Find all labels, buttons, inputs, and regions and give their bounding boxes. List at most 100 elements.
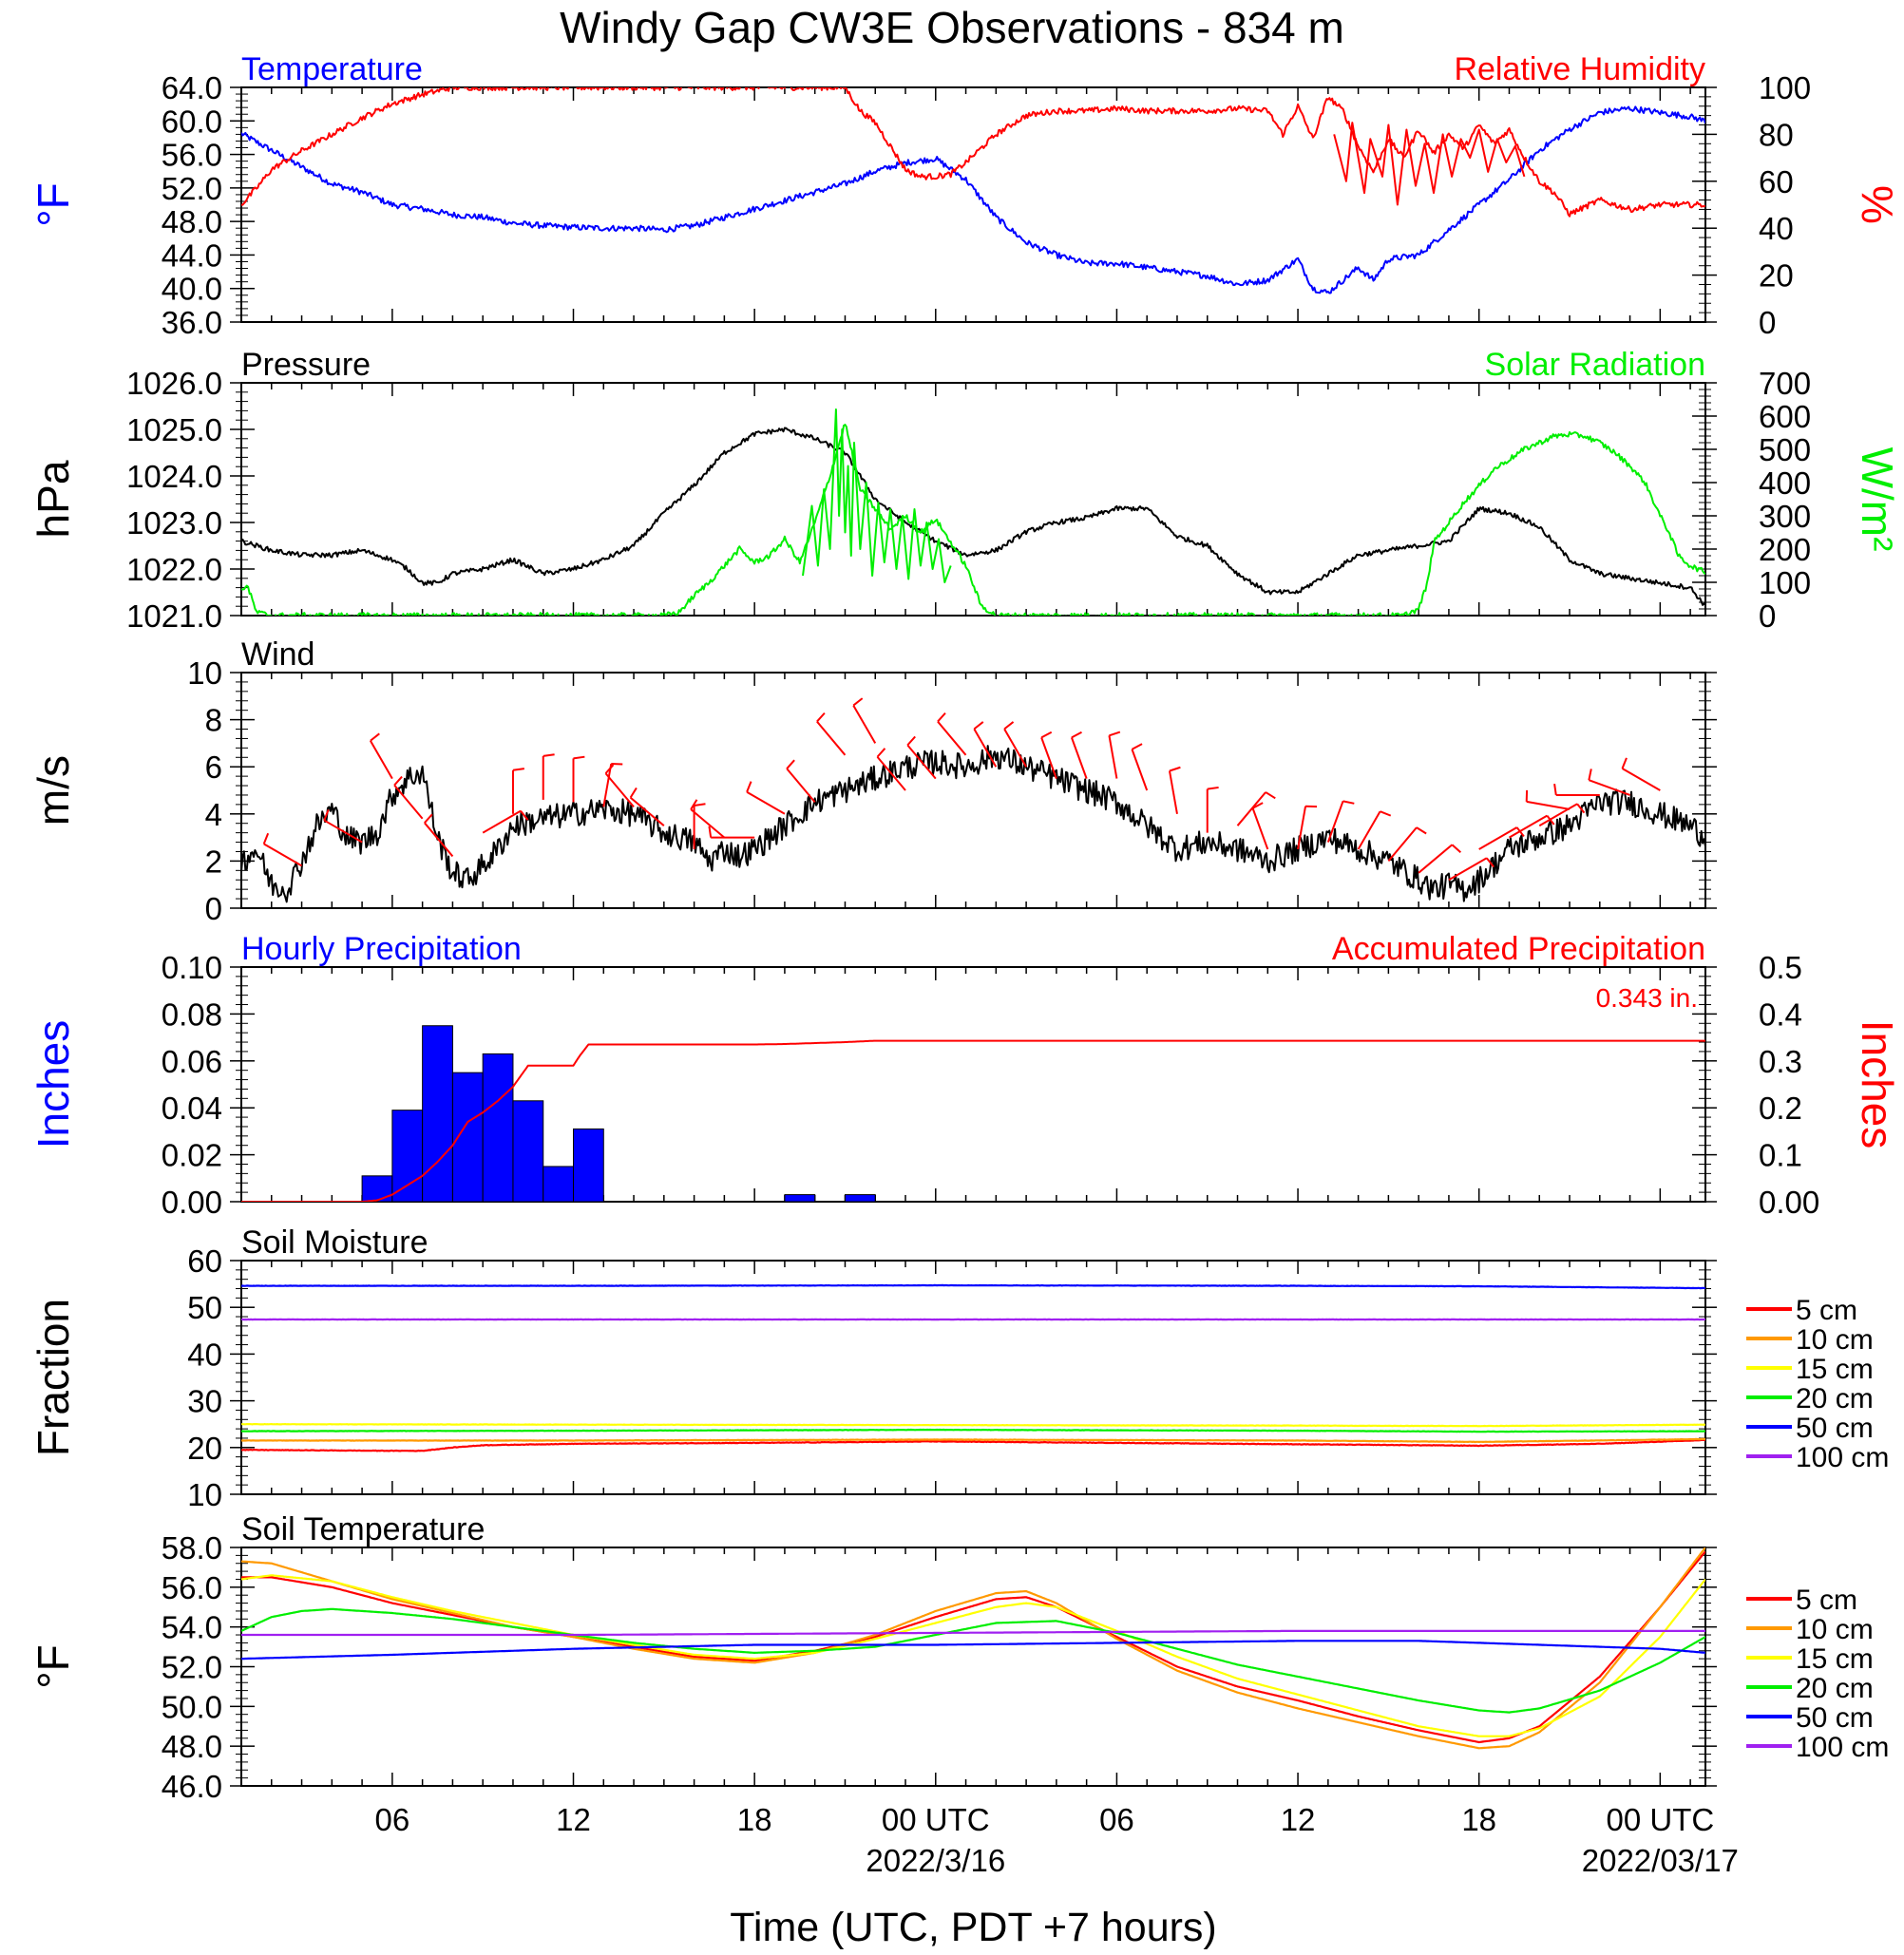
wind-barb-flag [323, 809, 330, 821]
x-tick-label: 06 [1099, 1802, 1134, 1837]
x-tick-label: 12 [1281, 1802, 1316, 1837]
y-axis-label: °F [29, 182, 78, 227]
wind-barb-shaft [1168, 770, 1178, 814]
series-line [241, 105, 1705, 294]
y-axis-label-right: % [1853, 185, 1902, 224]
y-right-tick-label: 500 [1759, 432, 1811, 467]
y-tick-label: 52.0 [162, 1650, 222, 1685]
y-tick-label: 48.0 [162, 204, 222, 239]
y-tick-label: 1022.0 [126, 552, 222, 587]
wind-barb-flag [786, 759, 795, 769]
legend-label: 100 cm [1796, 1732, 1889, 1763]
wind-barb-shaft [604, 772, 635, 808]
wind-barb [602, 763, 623, 807]
wind-barb-shaft [816, 720, 847, 756]
wind-barb [1251, 802, 1269, 850]
x-tick-label: 18 [737, 1802, 772, 1837]
precip-bar [422, 1025, 453, 1202]
wind-barb [1508, 814, 1555, 839]
y-tick-label: 40.0 [162, 272, 222, 307]
wind-barb [1168, 766, 1181, 814]
wind-barb-shaft [393, 784, 424, 820]
y-tick-label: 50.0 [162, 1689, 222, 1724]
y-tick-label: 52.0 [162, 171, 222, 206]
plot-frame [240, 1547, 1706, 1787]
x-axis-label: Time (UTC, PDT +7 hours) [730, 1905, 1217, 1950]
wind-barb-shaft [937, 720, 967, 756]
y-axis-label: Inches [29, 1020, 78, 1149]
wind-barb [1108, 731, 1121, 779]
wind-barb-flag [1451, 844, 1462, 853]
wind-barb-shaft [323, 819, 363, 844]
wind-barb-shaft [1418, 844, 1454, 874]
legend-label: 20 cm [1796, 1383, 1874, 1414]
wind-barb [1040, 731, 1057, 779]
panel-title-right: Relative Humidity [1454, 51, 1705, 87]
x-date-label: 2022/3/16 [866, 1843, 1005, 1878]
wind-barb-flag [937, 712, 946, 723]
wind-barb [973, 721, 998, 768]
wind-barb-shaft [482, 809, 522, 834]
plot-frame [240, 966, 1706, 1203]
y-tick-label: 6 [205, 750, 222, 785]
wind-barb-flag [876, 748, 886, 758]
plot-area [241, 408, 1705, 616]
y-tick-label: 0.04 [162, 1091, 222, 1126]
wind-barb-flag [694, 803, 706, 807]
y-right-tick-label: 60 [1759, 164, 1794, 199]
plot-area [241, 1547, 1705, 1750]
y-tick-label: 60.0 [162, 104, 222, 139]
wind-barb-shaft [369, 740, 393, 780]
y-tick-label: 46.0 [162, 1769, 222, 1804]
x-date-label: 2022/03/17 [1582, 1843, 1739, 1878]
wind-barb-flag [1169, 766, 1181, 772]
wind-barb-flag [1109, 731, 1121, 737]
series-line [241, 1640, 1705, 1661]
wind-barb [393, 775, 424, 820]
x-tick-label: 00 UTC [1606, 1802, 1714, 1837]
wind-barb [262, 832, 303, 867]
plot-frame [240, 1260, 1706, 1495]
wind-barb [1326, 800, 1355, 843]
plot-area [241, 697, 1705, 903]
wind-barb [1621, 757, 1661, 791]
wind-barb-flag [520, 810, 529, 821]
series-line [241, 1283, 1705, 1290]
wind-barb-flag [629, 787, 638, 799]
wind-barb [604, 764, 635, 808]
y-tick-label: 0.02 [162, 1138, 222, 1173]
panel-title-left: Soil Moisture [241, 1224, 428, 1261]
y-tick-label: 10 [187, 1477, 222, 1512]
y-tick-label: 64.0 [162, 70, 222, 105]
series-line [241, 424, 1705, 616]
panel-title-left: Soil Temperature [241, 1511, 485, 1547]
series-line [241, 1607, 1705, 1714]
plot-area [241, 87, 1705, 294]
wind-barb-flag [1131, 743, 1143, 750]
wind-barb-flag [370, 732, 380, 742]
panel-4: 0.00 0.02 0.04 0.06 0.08 0.10 0.00 0.1 0.2 0.3 0.4… [29, 931, 1902, 1220]
wind-barb-flag [604, 764, 615, 774]
wind-barb [424, 813, 454, 858]
wind-barb [1418, 844, 1462, 874]
legend-label: 5 cm [1796, 1295, 1857, 1326]
wind-barb [1538, 803, 1586, 827]
wind-barb-shaft [263, 843, 303, 867]
y-right-tick-label: 400 [1759, 465, 1811, 501]
series-line [241, 1039, 1705, 1202]
legend-label: 15 cm [1796, 1643, 1874, 1675]
wind-barb [876, 748, 906, 791]
wind-barb-shaft [424, 822, 454, 858]
panel-5: 10 20 30 40 50 60 Soil Moisture Fraction 5 cm10 … [29, 1224, 1889, 1512]
y-right-tick-label: 700 [1759, 366, 1811, 401]
y-tick-label: 0.08 [162, 996, 222, 1032]
wind-barb-flag [690, 799, 698, 810]
precip-bar [391, 1110, 424, 1202]
y-tick-label: 1024.0 [126, 459, 222, 494]
y-axis-label: hPa [29, 460, 78, 538]
legend-label: 50 cm [1796, 1702, 1874, 1734]
wind-barb-shaft [629, 796, 665, 826]
wind-barb-flag [1003, 721, 1015, 731]
